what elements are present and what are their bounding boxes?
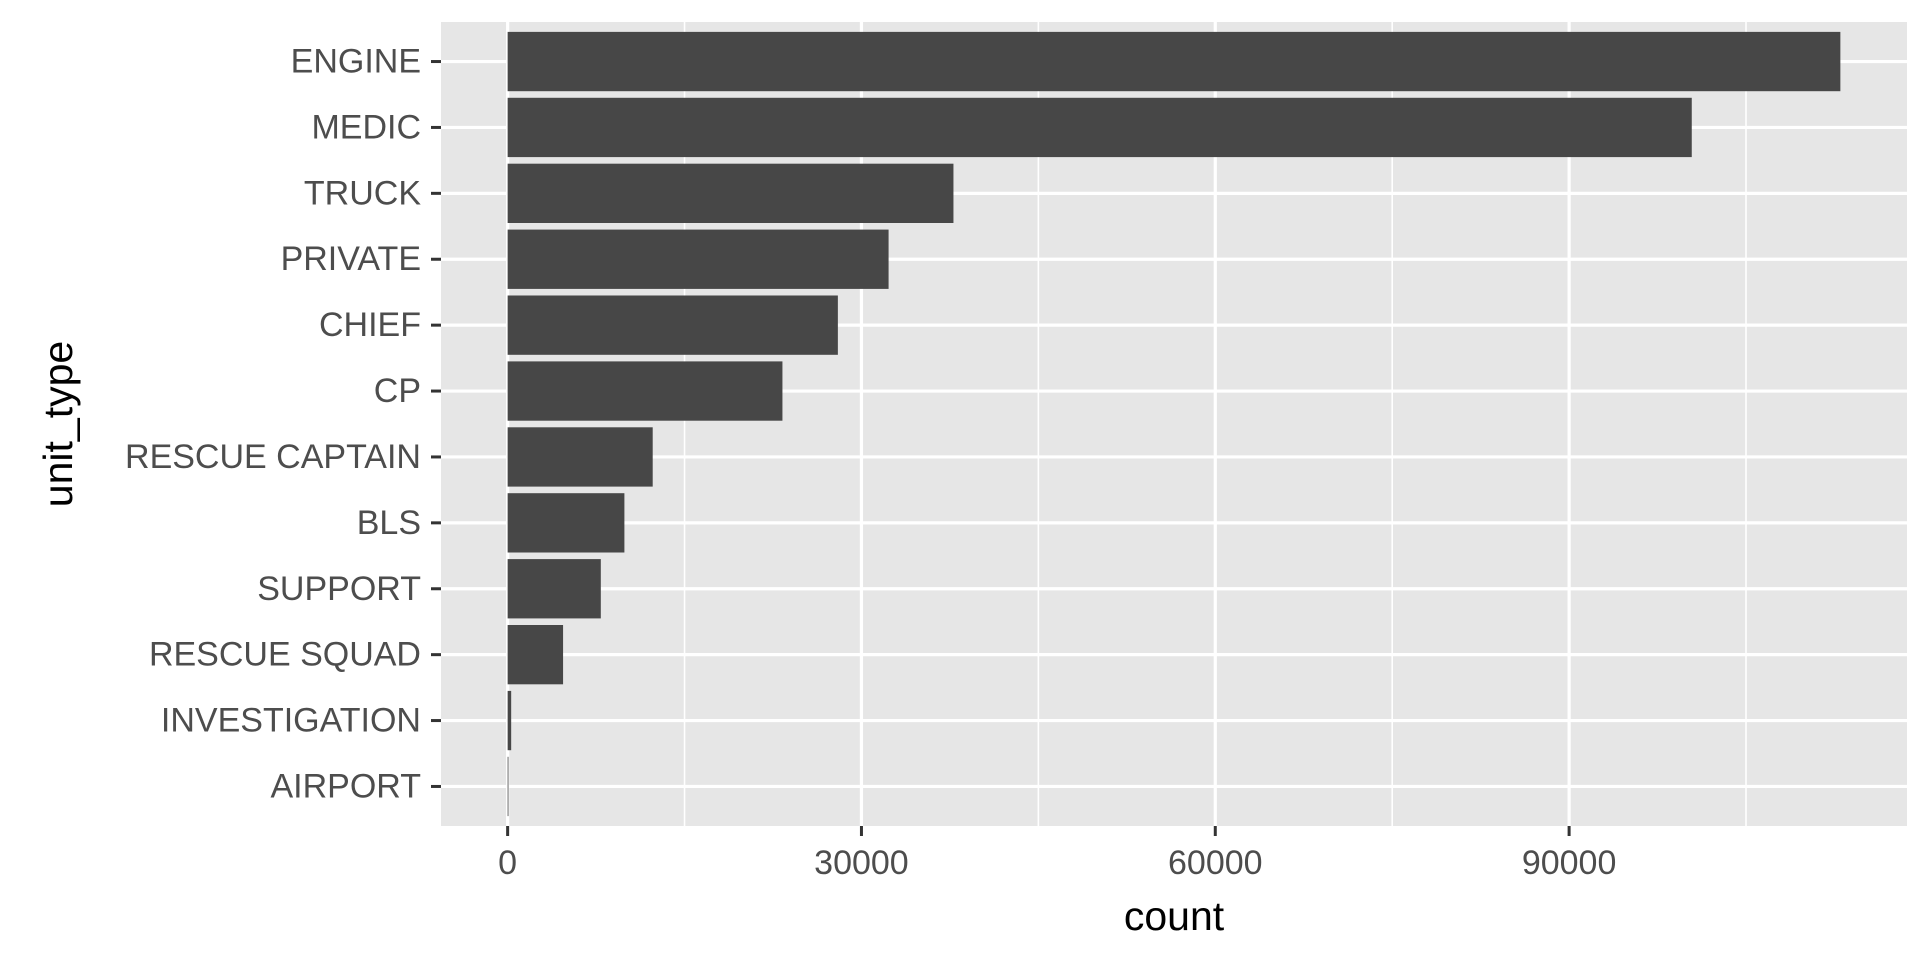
y-tick-label: PRIVATE bbox=[281, 240, 421, 278]
y-axis: ENGINE MEDIC TRUCK PRIVATE CHIEF CP RESCUE CAP… bbox=[125, 43, 441, 805]
bar bbox=[507, 163, 954, 223]
y-tick-label: RESCUE SQUAD bbox=[149, 636, 421, 674]
x-axis: 0 30000 60000 90000 bbox=[498, 826, 1616, 882]
bar bbox=[507, 690, 512, 751]
bar bbox=[507, 427, 653, 487]
y-tick-label: AIRPORT bbox=[270, 767, 421, 805]
y-tick-label: BLS bbox=[357, 504, 421, 542]
y-tick-label: TRUCK bbox=[304, 174, 421, 212]
x-tick-label: 30000 bbox=[814, 844, 909, 882]
bar bbox=[507, 295, 838, 355]
bar bbox=[507, 361, 783, 421]
y-tick-label: CP bbox=[374, 372, 421, 410]
bar bbox=[507, 625, 564, 685]
bar bbox=[507, 756, 509, 817]
bar bbox=[507, 31, 1841, 92]
y-tick-label: INVESTIGATION bbox=[161, 702, 421, 740]
y-tick-label: CHIEF bbox=[319, 306, 421, 344]
bar bbox=[507, 229, 889, 289]
y-tick-label: SUPPORT bbox=[257, 570, 421, 608]
y-tick-label: ENGINE bbox=[291, 43, 421, 81]
x-tick-label: 60000 bbox=[1168, 844, 1263, 882]
x-tick-label: 90000 bbox=[1522, 844, 1617, 882]
x-axis-title: count bbox=[1124, 893, 1225, 939]
bar bbox=[507, 97, 1692, 158]
y-tick-label: RESCUE CAPTAIN bbox=[125, 438, 421, 476]
bar bbox=[507, 493, 625, 553]
y-tick-label: MEDIC bbox=[311, 108, 421, 146]
x-tick-label: 0 bbox=[498, 844, 517, 882]
bar bbox=[507, 559, 601, 619]
y-axis-title: unit_type bbox=[35, 341, 81, 507]
bars bbox=[507, 31, 1841, 817]
